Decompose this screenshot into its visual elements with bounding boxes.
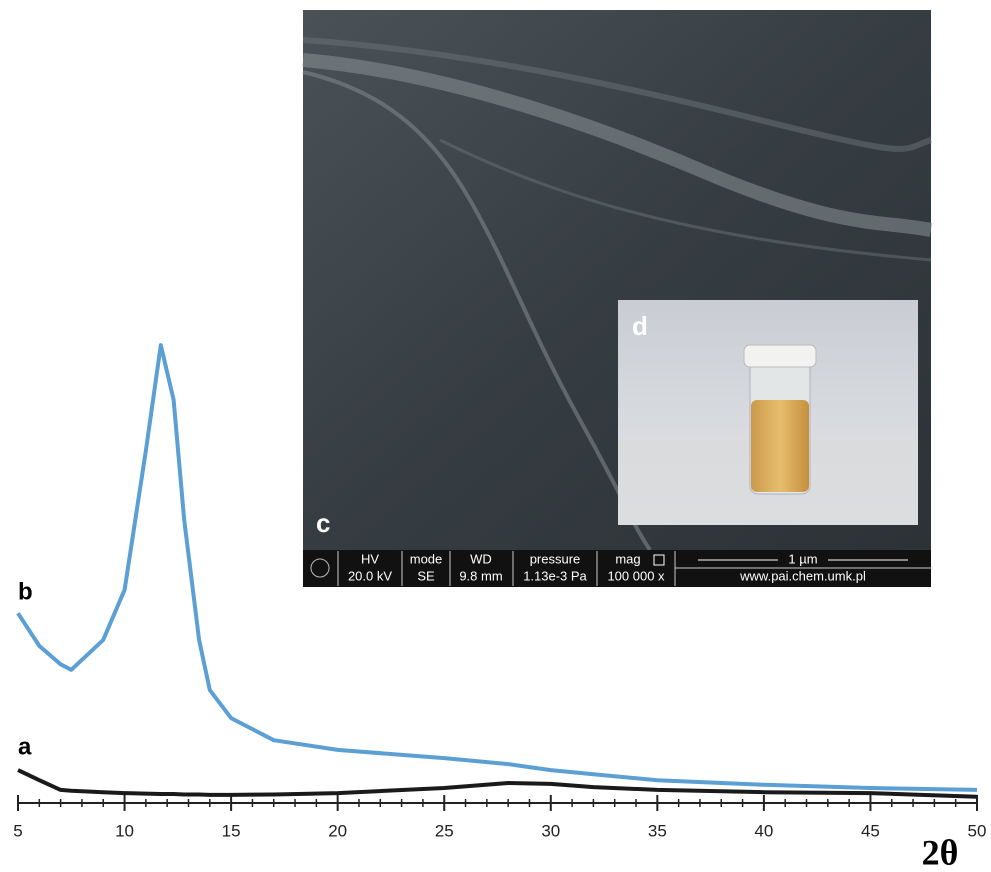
x-tick-label: 30	[541, 821, 560, 840]
x-tick-label: 5	[13, 821, 22, 840]
figure: c d HV 20.0 kV mode SE WD 9.8 mm pressur…	[0, 0, 991, 872]
photo-inset: d	[618, 300, 918, 525]
info-value: 20.0 kV	[348, 568, 392, 583]
series-label: a	[18, 733, 32, 760]
info-value: 9.8 mm	[459, 568, 502, 583]
info-value: SE	[417, 568, 435, 583]
x-tick-label: 50	[968, 821, 987, 840]
x-tick-label: 25	[435, 821, 454, 840]
series-label: b	[18, 578, 33, 605]
info-label: mag	[615, 551, 640, 566]
x-tick-label: 40	[754, 821, 773, 840]
series-line	[18, 770, 977, 797]
info-label: mode	[410, 551, 443, 566]
info-label: HV	[361, 551, 379, 566]
info-url: www.pai.chem.umk.pl	[739, 568, 866, 583]
info-value: 100 000 x	[607, 568, 665, 583]
panel-label: d	[632, 311, 648, 341]
x-tick-label: 45	[861, 821, 880, 840]
info-value: 1.13e-3 Pa	[523, 568, 587, 583]
info-label: WD	[470, 551, 492, 566]
x-tick-label: 20	[328, 821, 347, 840]
x-axis-label: 2θ	[922, 832, 959, 872]
x-tick-label: 10	[115, 821, 134, 840]
sem-info-bar: HV 20.0 kV mode SE WD 9.8 mm pressure 1.…	[303, 550, 931, 587]
panel-label: c	[316, 508, 330, 538]
x-tick-label: 35	[648, 821, 667, 840]
info-label: pressure	[530, 551, 581, 566]
x-tick-label: 15	[222, 821, 241, 840]
scale-bar-label: 1 µm	[788, 551, 817, 566]
